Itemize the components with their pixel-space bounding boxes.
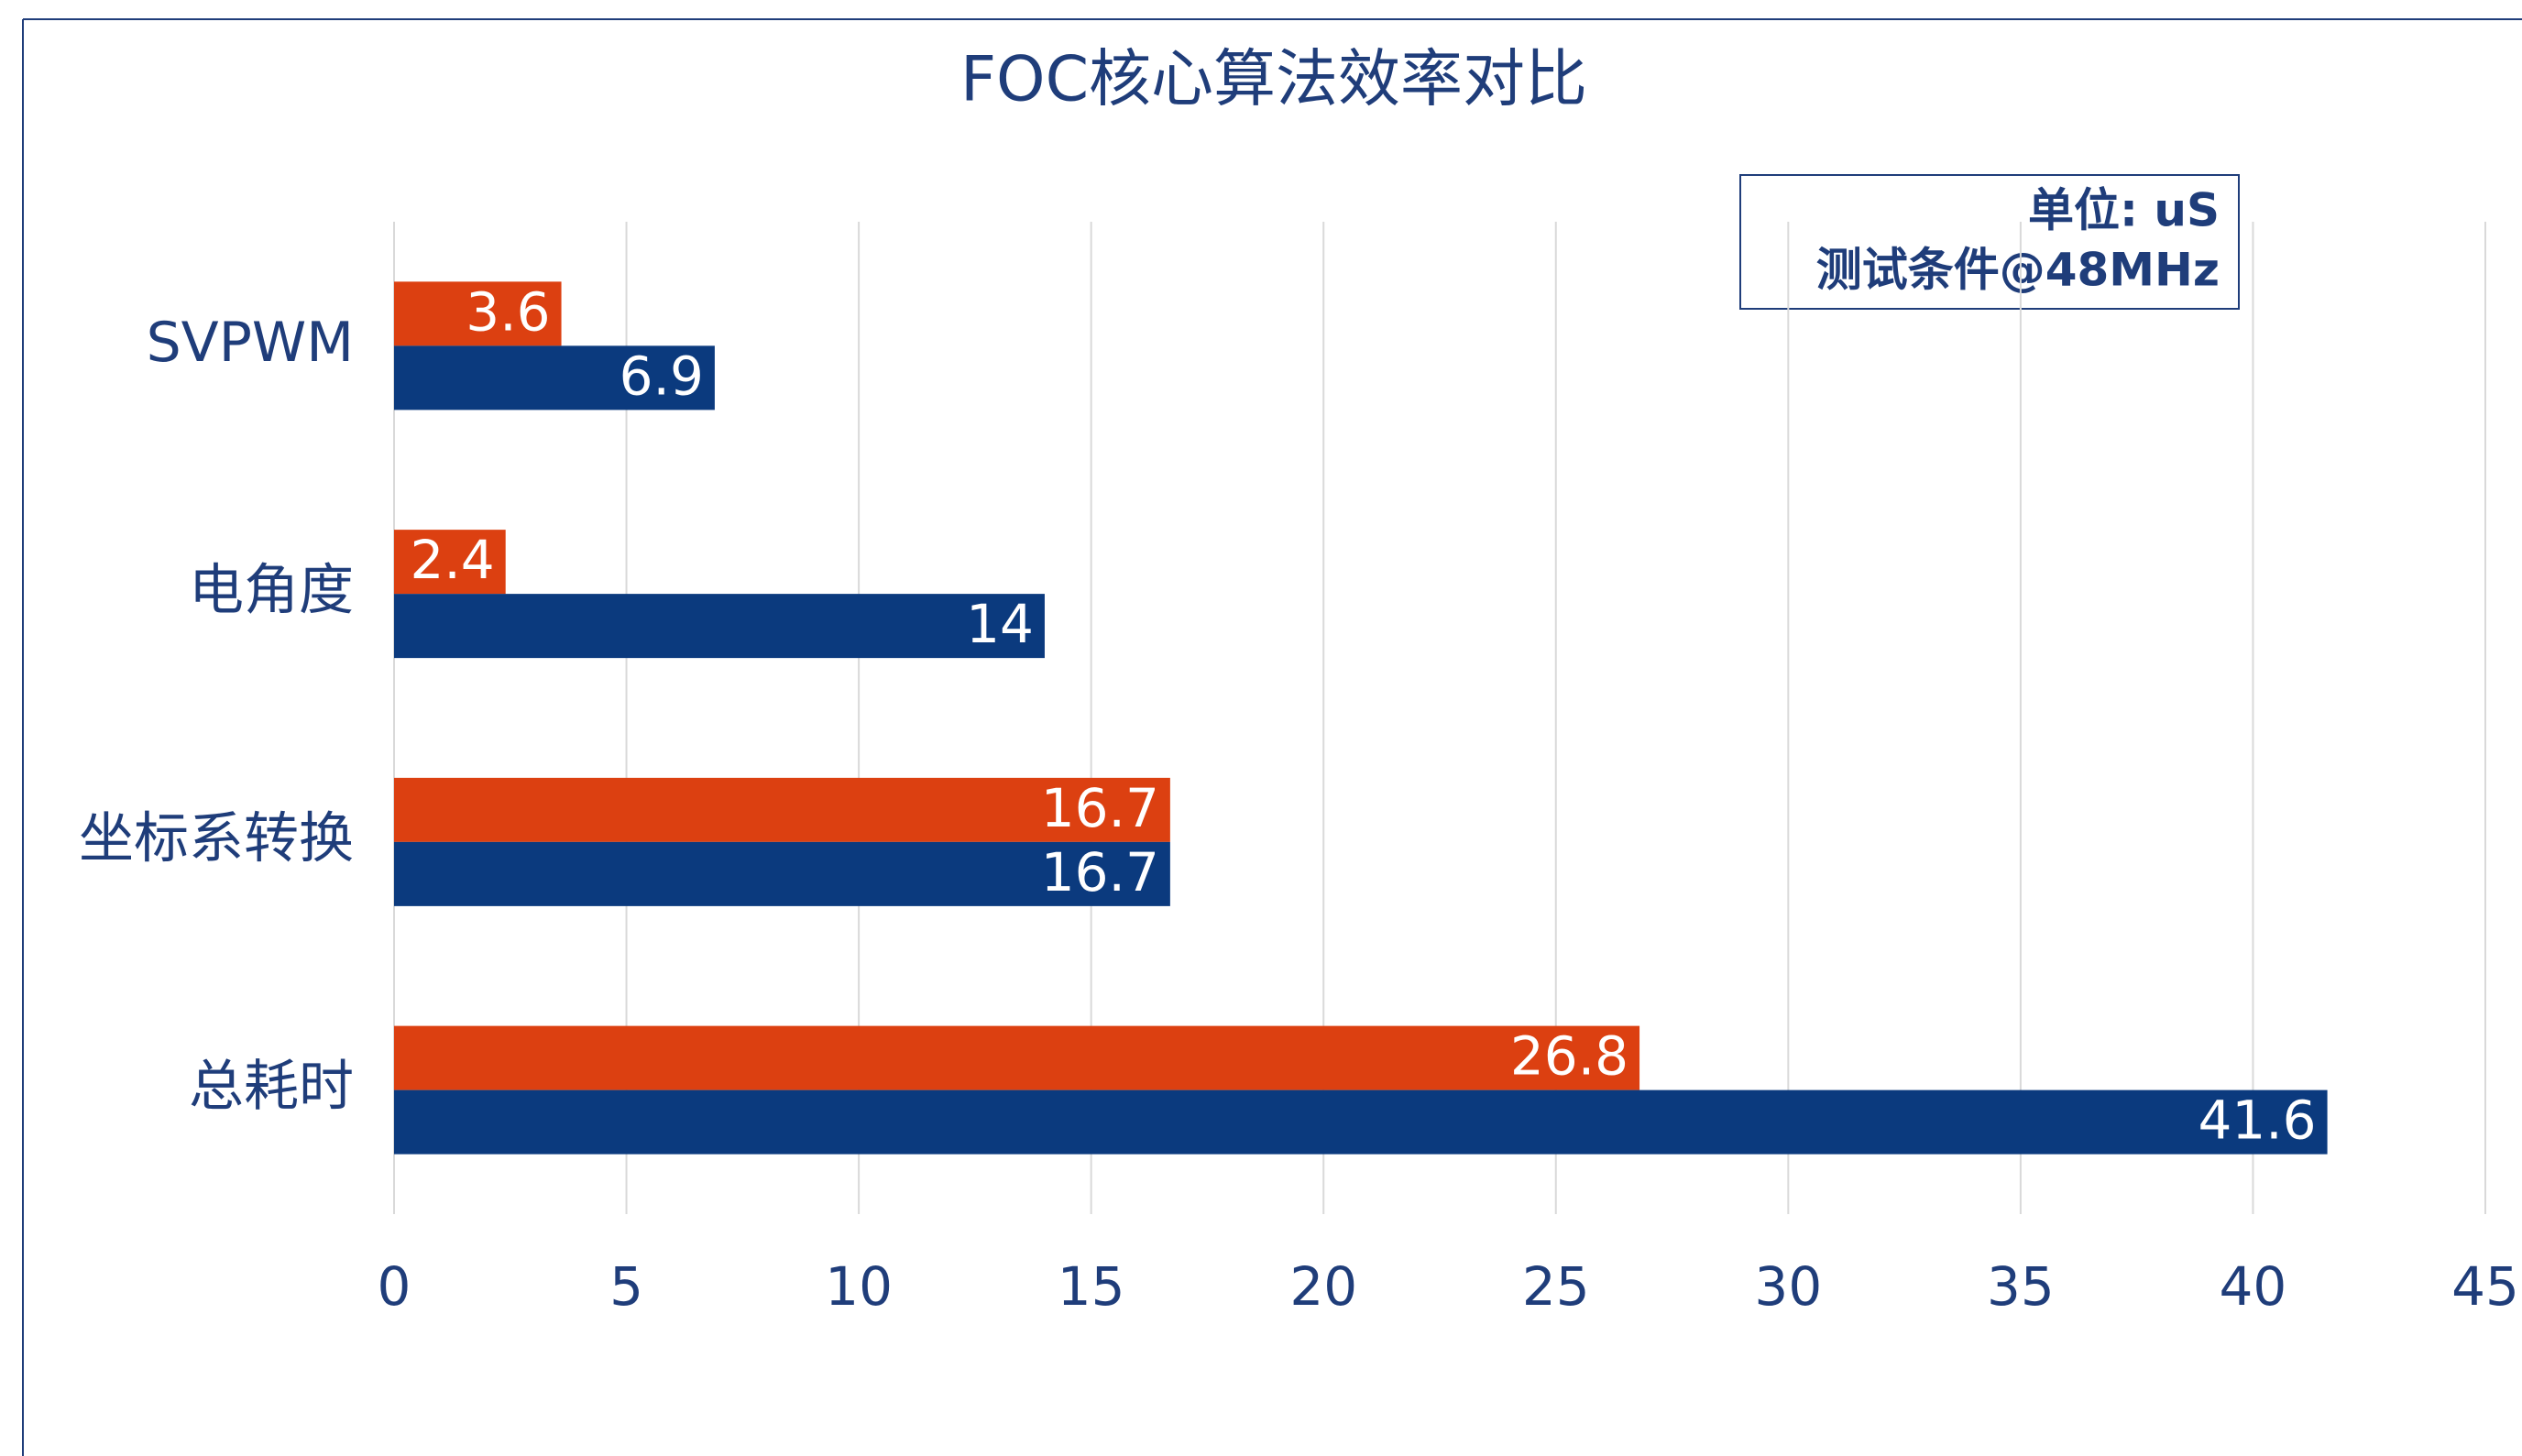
y-tick-label: 电角度 bbox=[189, 559, 354, 623]
bar bbox=[394, 777, 1170, 842]
bar bbox=[394, 1025, 1640, 1090]
data-label: 16.7 bbox=[1041, 841, 1159, 903]
x-tick-label: 45 bbox=[2451, 1255, 2519, 1318]
data-label: 41.6 bbox=[2198, 1089, 2316, 1152]
x-tick-label: 35 bbox=[1987, 1255, 2055, 1318]
x-tick-label: 0 bbox=[378, 1255, 411, 1318]
bar bbox=[394, 1089, 2328, 1155]
x-tick-label: 5 bbox=[609, 1255, 643, 1318]
note: 单位: uS bbox=[2028, 184, 2220, 237]
y-tick-label: 坐标系转换 bbox=[79, 806, 354, 870]
note: 测试条件@48MHz bbox=[1816, 244, 2220, 297]
data-label: 3.6 bbox=[466, 280, 550, 343]
bar bbox=[394, 345, 715, 411]
x-tick-label: 40 bbox=[2220, 1255, 2287, 1318]
data-label: 16.7 bbox=[1041, 777, 1159, 839]
bar bbox=[394, 530, 506, 595]
y-tick-label: 总耗时 bbox=[189, 1055, 354, 1119]
bar bbox=[394, 841, 1170, 906]
x-tick-label: 30 bbox=[1754, 1255, 1822, 1318]
x-tick-label: 25 bbox=[1522, 1255, 1590, 1318]
bar bbox=[394, 594, 1045, 659]
chart-title: FOC核心算法效率对比 bbox=[960, 44, 1587, 116]
x-tick-label: 20 bbox=[1289, 1255, 1357, 1318]
data-label: 14 bbox=[966, 593, 1034, 655]
bar bbox=[394, 281, 562, 346]
note-box bbox=[1739, 174, 2240, 310]
data-label: 6.9 bbox=[620, 345, 704, 407]
data-label: 2.4 bbox=[410, 529, 494, 591]
x-tick-label: 15 bbox=[1058, 1255, 1125, 1318]
y-tick-label: SVPWM bbox=[147, 311, 354, 375]
data-label: 26.8 bbox=[1510, 1025, 1628, 1088]
x-tick-label: 10 bbox=[825, 1255, 893, 1318]
